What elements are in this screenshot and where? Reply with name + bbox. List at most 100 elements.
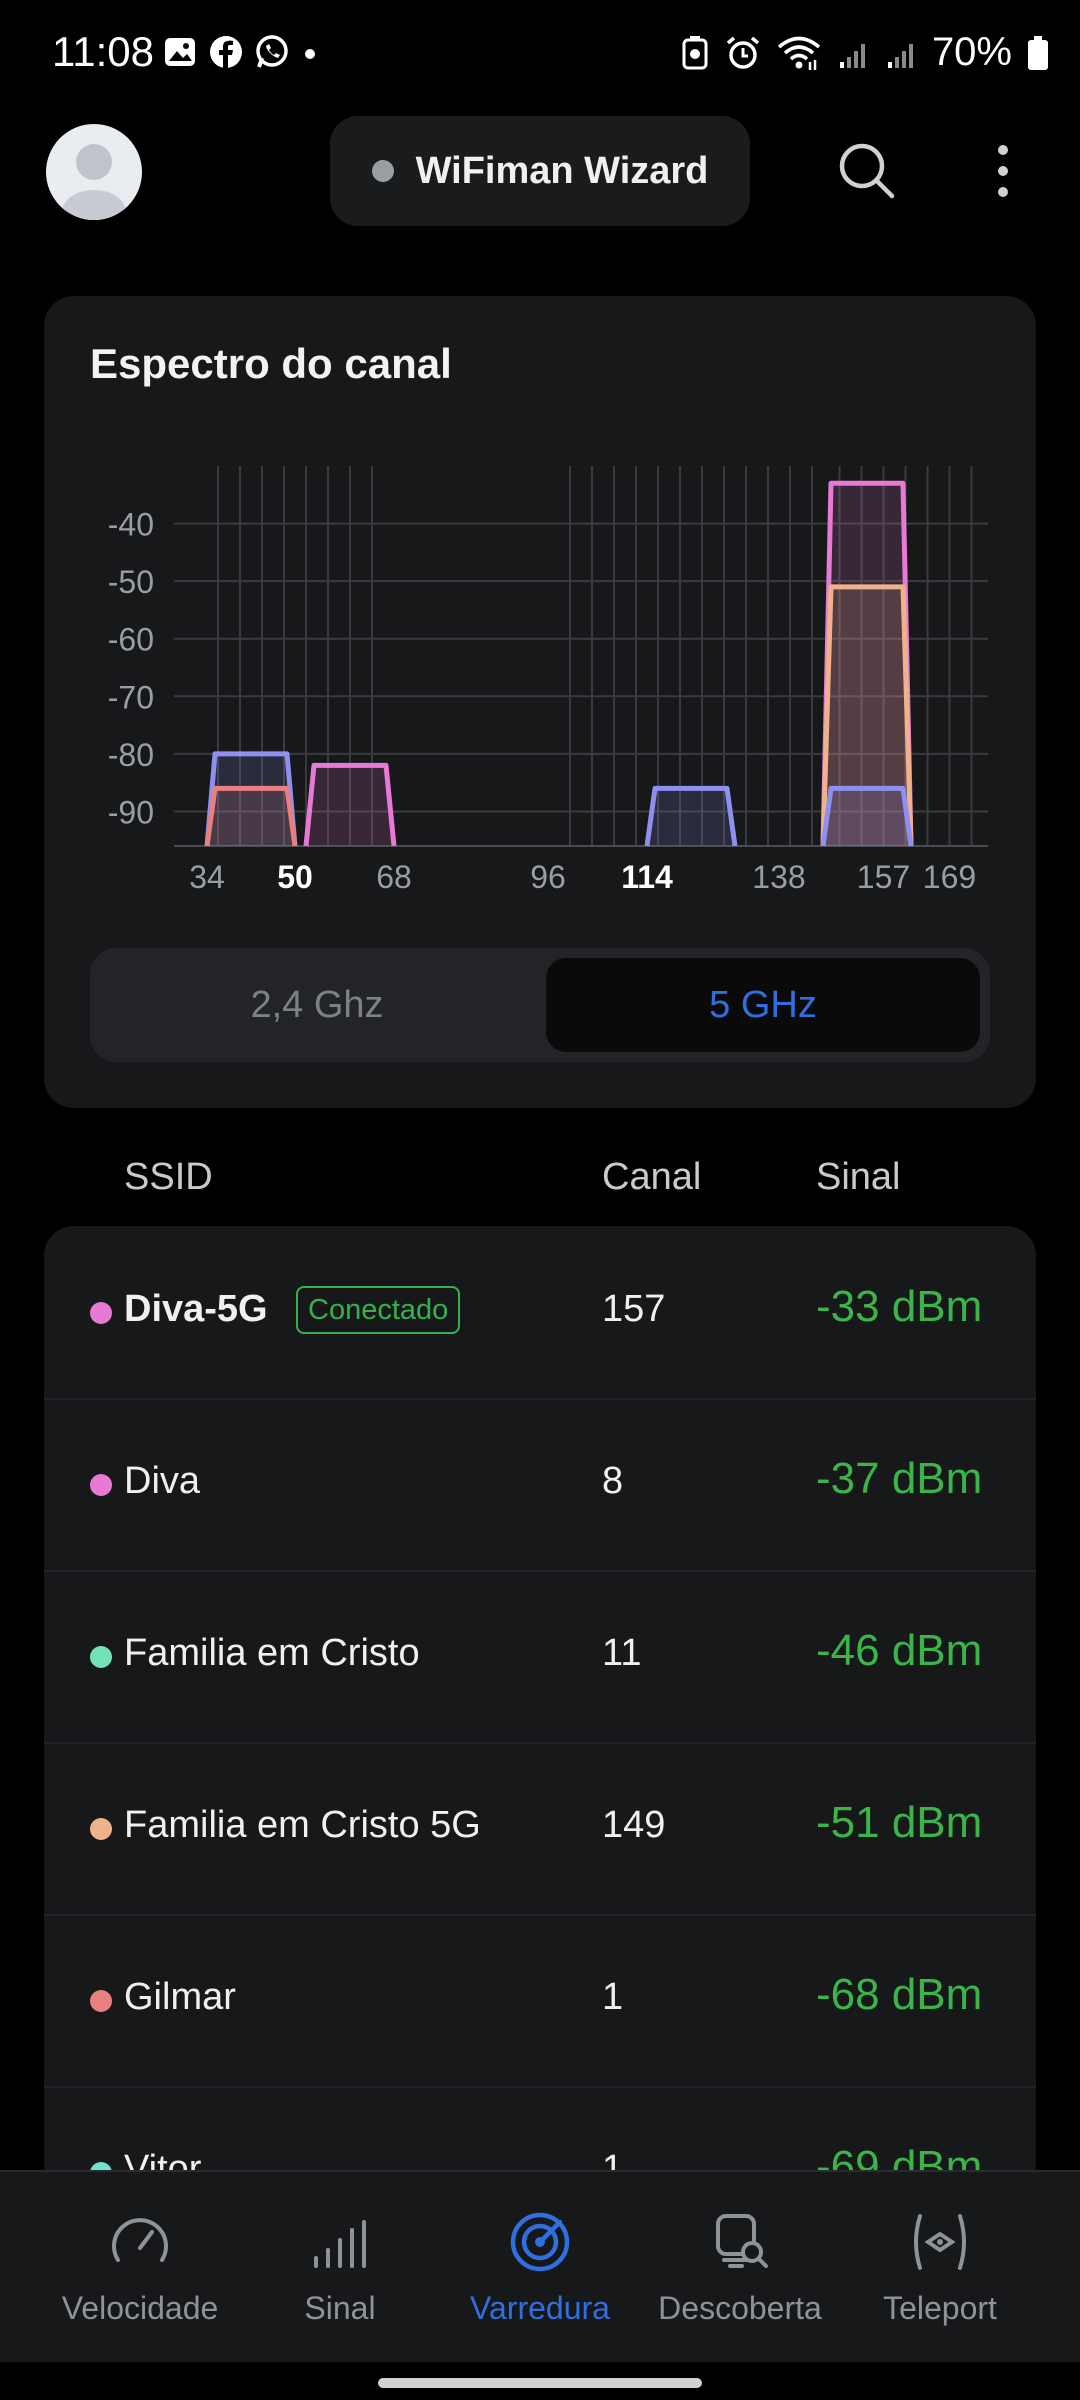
network-channel: 8 — [602, 1460, 624, 1502]
signal-bars-icon — [314, 2220, 366, 2268]
network-signal: -46 dBm — [816, 1626, 983, 1675]
wizard-label: WiFiman Wizard — [415, 149, 709, 192]
network-row[interactable]: Familia em Cristo 5G 149 -51 dBm — [44, 1742, 1036, 1916]
x-tick-label: 169 — [923, 859, 976, 895]
nav-velocidade[interactable]: Velocidade — [40, 2172, 240, 2362]
network-signal: -68 dBm — [816, 1970, 983, 2019]
signal-icon — [839, 43, 865, 68]
column-channel[interactable]: Canal — [602, 1156, 702, 1198]
x-tick-label: 157 — [857, 859, 910, 895]
band-5ghz-option[interactable]: 5 GHz — [546, 958, 980, 1052]
channel-outline — [820, 785, 914, 847]
y-tick-label: -80 — [108, 737, 154, 773]
speedometer-icon — [112, 2218, 168, 2262]
x-tick-label: 68 — [376, 859, 412, 895]
notification-icons — [162, 34, 320, 70]
network-channel: 1 — [602, 1976, 624, 2018]
radar-icon — [510, 2212, 570, 2272]
network-ssid: Gilmar — [124, 1976, 236, 2018]
network-ssid: Familia em Cristo — [124, 1632, 420, 1674]
channel-area — [823, 483, 911, 846]
network-row[interactable]: Gilmar 1 -68 dBm — [44, 1914, 1036, 2088]
channel-area — [207, 753, 295, 846]
network-channel: 11 — [602, 1632, 642, 1674]
home-indicator[interactable] — [378, 2378, 702, 2388]
avatar[interactable] — [46, 124, 142, 220]
connected-badge: Conectado — [296, 1286, 461, 1334]
channel-area — [647, 788, 735, 846]
system-icons: 70% — [680, 30, 1050, 75]
network-ssid: Diva-5G — [124, 1288, 268, 1330]
x-tick-label: 114 — [621, 859, 673, 895]
network-signal: -37 dBm — [816, 1454, 983, 1503]
dot-icon — [305, 49, 315, 59]
status-time: 11:08 — [52, 28, 154, 75]
network-list: Diva-5G Conectado 157 -33 dBm Diva 8 -37… — [44, 1226, 1036, 2226]
network-color-dot — [90, 1646, 112, 1668]
wifi-icon — [777, 36, 821, 70]
gallery-icon — [165, 38, 195, 66]
nav-label: Varredura — [470, 2290, 610, 2326]
device-search-icon — [716, 2214, 768, 2268]
channel-area — [823, 788, 911, 846]
network-row[interactable]: Familia em Cristo 11 -46 dBm — [44, 1570, 1036, 1744]
network-channel: 157 — [602, 1288, 666, 1330]
band-24ghz-option[interactable]: 2,4 Ghz — [250, 983, 384, 1026]
channel-outline — [204, 785, 298, 847]
x-tick-label: 96 — [530, 859, 566, 895]
network-ssid: Familia em Cristo 5G — [124, 1804, 481, 1846]
avatar-icon — [62, 144, 126, 220]
network-color-dot — [90, 1990, 112, 2012]
y-tick-label: -50 — [108, 564, 154, 600]
nav-descoberta[interactable]: Descoberta — [640, 2172, 840, 2362]
nav-label: Teleport — [883, 2290, 997, 2326]
network-color-dot — [90, 1474, 112, 1496]
bottom-nav: Velocidade Sinal Varredura Descoberta — [0, 2170, 1080, 2362]
spectrum-chart: -40 -50 -60 -70 -80 -90 34 50 68 96 114 138 157 169 — [108, 466, 988, 895]
nav-label: Velocidade — [61, 2290, 219, 2326]
network-row[interactable]: Diva 8 -37 dBm — [44, 1398, 1036, 1572]
network-ssid: Diva — [124, 1460, 201, 1502]
battery-percent: 70% — [931, 30, 1012, 74]
channel-outline — [303, 762, 397, 847]
column-ssid[interactable]: SSID — [124, 1156, 213, 1198]
x-tick-label: 34 — [189, 859, 225, 895]
y-tick-label: -90 — [108, 794, 154, 830]
network-signal: -51 dBm — [816, 1798, 983, 1847]
network-color-dot — [90, 1302, 112, 1324]
facebook-icon — [210, 36, 242, 68]
status-dot — [371, 160, 394, 182]
y-tick-label: -60 — [108, 622, 154, 658]
battery-saver-icon — [682, 35, 708, 69]
nav-label: Descoberta — [658, 2290, 822, 2326]
network-color-dot — [90, 1818, 112, 1840]
wizard-button[interactable]: WiFiman Wizard — [330, 116, 750, 226]
teleport-icon — [914, 2214, 966, 2270]
nav-label: Sinal — [304, 2290, 376, 2326]
network-row[interactable]: Diva-5G Conectado 157 -33 dBm — [44, 1226, 1036, 1400]
spectrum-title: Espectro do canal — [90, 340, 452, 387]
band-toggle: 2,4 Ghz 5 GHz — [90, 948, 990, 1062]
nav-varredura[interactable]: Varredura — [440, 2172, 640, 2362]
more-vert-icon[interactable] — [978, 138, 1028, 204]
channel-outline — [644, 785, 738, 847]
nav-sinal[interactable]: Sinal — [240, 2172, 440, 2362]
channel-area — [823, 586, 911, 846]
alarm-icon — [726, 36, 760, 69]
status-bar: 11:08 70% — [0, 0, 1080, 110]
channel-outline — [820, 584, 914, 847]
whatsapp-icon — [256, 35, 288, 68]
nav-teleport[interactable]: Teleport — [840, 2172, 1040, 2362]
channel-area — [207, 788, 295, 846]
network-channel: 149 — [602, 1804, 666, 1846]
search-icon[interactable] — [834, 138, 900, 204]
y-tick-label: -40 — [108, 507, 154, 543]
x-tick-label: 50 — [277, 859, 313, 895]
y-tick-label: -70 — [108, 679, 154, 715]
column-signal[interactable]: Sinal — [816, 1156, 901, 1198]
x-tick-label: 138 — [752, 859, 805, 895]
network-signal: -33 dBm — [816, 1282, 983, 1331]
signal-icon — [887, 43, 913, 68]
channel-area — [306, 765, 394, 846]
battery-icon — [1028, 35, 1048, 70]
